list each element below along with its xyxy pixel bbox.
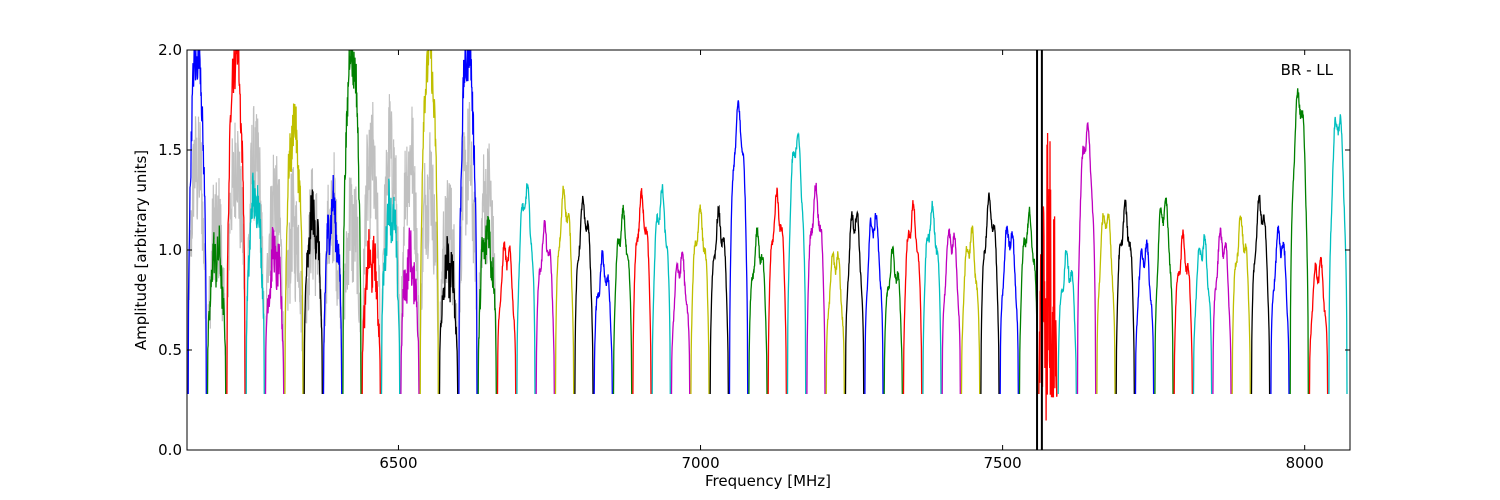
channel-trace [999,225,1019,395]
channel-trace [864,212,884,395]
channel-trace [1096,213,1116,395]
channel-trace [1173,229,1193,395]
background-trace [187,116,207,395]
channel-trace [922,200,942,395]
background-trace [380,94,401,395]
background-trace [284,167,304,395]
channel-trace [690,204,710,395]
y-tick-label: 1.5 [158,141,182,159]
x-tick-label: 7500 [984,454,1022,472]
channel-trace [728,100,749,395]
channel-trace [1308,256,1329,395]
background-trace [264,154,285,395]
channel-trace [941,228,961,395]
channel-trace [612,204,633,395]
channel-trace [1192,234,1213,395]
channel-trace [458,50,478,395]
background-trace [361,101,381,395]
channel-trace [1076,121,1097,395]
channel-trace [902,200,923,395]
y-axis-label: Amplitude [arbitrary units] [132,150,150,350]
background-trace [400,106,420,395]
channel-trace [574,195,594,395]
channel-trace [1057,250,1077,395]
channel-trace [516,183,536,395]
channel-trace [748,226,768,395]
channel-trace [806,182,826,395]
ticks-layer: 6500 7000 7500 8000 0.0 0.5 1.0 1.5 2.0 [158,41,1350,472]
channel-trace [438,236,459,395]
channel-trace [264,226,285,395]
channel-trace [187,50,207,395]
channel-trace [1231,215,1251,395]
series-layer [187,50,1348,450]
x-axis-label: Frequency [MHz] [705,472,831,490]
channel-trace [342,50,362,395]
channel-trace [1018,206,1039,395]
channel-trace [419,50,439,395]
channel-trace [226,50,246,395]
channel-trace [1250,194,1271,395]
channel-trace [651,184,671,395]
channel-trace [980,192,1000,395]
channel-trace [767,187,787,395]
y-tick-label: 0.0 [158,441,182,459]
background-trace [226,122,246,395]
channel-trace [380,178,401,395]
channel-trace [1154,197,1174,395]
channel-trace [1212,227,1232,395]
background-trace [342,177,362,395]
channel-trace [245,172,265,395]
channel-trace [844,210,865,395]
channel-trace [593,250,613,395]
channel-trace [825,250,845,395]
channel-trace [554,185,575,395]
y-tick-label: 0.5 [158,341,182,359]
channel-trace [496,241,517,395]
channel-trace [632,188,652,395]
channel-trace [400,227,420,395]
channel-trace [1289,88,1309,395]
x-tick-label: 8000 [1286,454,1324,472]
channel-trace [1115,199,1135,395]
annotation-label: BR - LL [1281,61,1334,79]
channel-trace [883,245,903,395]
channel-trace [206,225,227,395]
channel-trace [1270,225,1290,395]
channel-trace [786,132,807,395]
channel-trace [284,103,304,395]
channel-trace [535,219,555,395]
x-tick-label: 6500 [379,454,417,472]
channel-trace [709,204,729,395]
background-trace [322,152,343,395]
background-trace [419,132,439,395]
channel-trace [322,174,343,395]
x-tick-label: 7000 [681,454,719,472]
background-trace [458,101,478,395]
background-trace [303,168,323,395]
channel-trace [960,225,981,395]
y-tick-label: 1.0 [158,241,182,259]
channel-trace [1328,114,1348,395]
y-tick-label: 2.0 [158,41,182,59]
channel-trace [477,215,497,395]
channel-trace [303,189,323,395]
channel-trace [1134,239,1155,395]
channel-trace [361,229,381,395]
background-trace [438,180,459,395]
channel-trace [670,251,691,395]
